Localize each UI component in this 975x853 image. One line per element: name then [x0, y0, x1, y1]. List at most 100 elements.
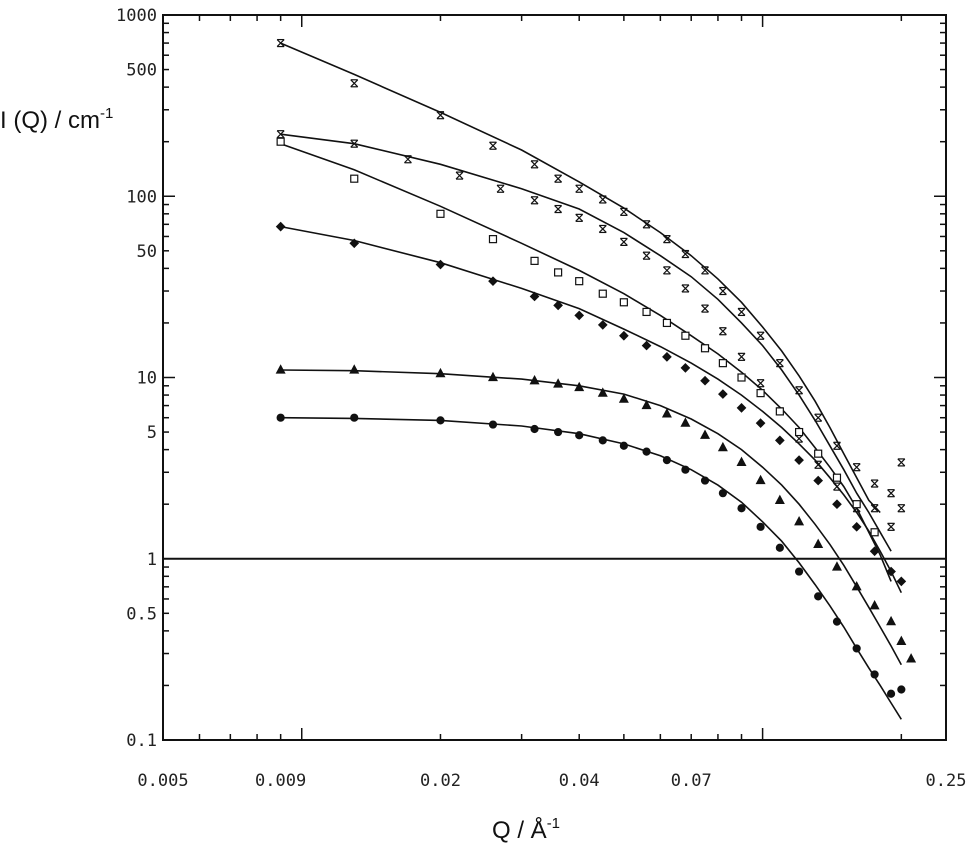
axis-ticks — [162, 15, 946, 741]
data-point-s2 — [530, 196, 539, 205]
data-point-s1 — [737, 307, 746, 317]
data-point-s4 — [435, 259, 446, 270]
data-point-s5 — [755, 474, 766, 485]
data-point-s5 — [435, 367, 446, 378]
data-point-s5 — [700, 429, 711, 439]
data-point-s6 — [619, 441, 628, 450]
data-point-s6 — [436, 416, 445, 425]
data-point-s4 — [886, 566, 896, 577]
data-point-s5 — [831, 561, 842, 571]
y-tick-label: 1 — [147, 550, 157, 570]
data-point-s6 — [775, 543, 784, 552]
data-point-s4 — [832, 499, 842, 510]
data-point-s2 — [870, 504, 879, 513]
data-point-s3 — [794, 427, 804, 437]
data-point-s6 — [794, 567, 804, 576]
data-point-s3 — [619, 298, 628, 307]
data-point-s5 — [851, 581, 862, 591]
data-point-s6 — [886, 689, 896, 698]
data-point-s1 — [598, 195, 607, 204]
fit-line-2 — [280, 133, 892, 552]
data-point-s1 — [870, 479, 879, 488]
data-point-s2 — [619, 237, 628, 246]
data-point-s5 — [641, 399, 652, 410]
data-point-s4 — [775, 435, 785, 446]
data-point-s2 — [718, 327, 727, 336]
fit-line-1 — [280, 42, 881, 514]
data-point-s4 — [851, 521, 862, 532]
fit-line-5 — [280, 369, 903, 666]
data-point-s4 — [718, 389, 728, 399]
data-point-s1 — [575, 184, 584, 193]
data-point-s5 — [487, 371, 498, 382]
data-point-s3 — [737, 373, 746, 382]
data-point-s5 — [618, 393, 629, 403]
data-point-s3 — [718, 359, 727, 368]
data-point-s1 — [814, 413, 823, 422]
data-point-s6 — [832, 617, 842, 626]
data-point-s2 — [795, 434, 804, 443]
data-point-s2 — [575, 213, 584, 222]
y-tick-label: 5 — [147, 423, 157, 443]
data-point-s5 — [774, 494, 785, 504]
data-point-s3 — [775, 407, 784, 416]
data-point-s2 — [887, 522, 895, 531]
data-point-s2 — [737, 352, 746, 361]
data-point-s6 — [575, 431, 584, 440]
y-tick-label: 0.1 — [126, 731, 157, 751]
data-point-s6 — [276, 413, 285, 422]
data-point-s5 — [553, 378, 564, 388]
data-point-s2 — [662, 266, 671, 275]
data-point-s6 — [897, 685, 906, 694]
data-point-s5 — [869, 600, 880, 610]
data-point-s1 — [530, 160, 539, 169]
data-point-s3 — [642, 307, 651, 317]
data-point-s3 — [488, 235, 498, 244]
data-point-s4 — [755, 418, 766, 428]
y-tick-label: 50 — [137, 242, 157, 262]
data-point-s2 — [350, 139, 359, 148]
data-point-s6 — [662, 456, 672, 465]
data-point-s5 — [794, 515, 805, 526]
data-point-s4 — [488, 276, 498, 287]
data-point-s1 — [756, 331, 765, 340]
data-point-s3 — [756, 389, 765, 398]
y-axis-title: I (Q) / cm-1 — [0, 105, 113, 134]
data-point-s2 — [756, 379, 765, 388]
data-point-s3 — [681, 331, 690, 340]
data-point-s4 — [662, 351, 672, 362]
x-tick-label: 0.25 — [926, 771, 967, 791]
data-point-s2 — [833, 482, 841, 491]
plot-frame — [162, 14, 947, 741]
data-point-s1 — [897, 458, 906, 467]
data-point-s4 — [680, 363, 691, 373]
data-point-s2 — [455, 171, 464, 180]
data-point-s1 — [642, 220, 651, 229]
data-point-s3 — [814, 449, 823, 458]
y-tick-label: 500 — [126, 61, 157, 81]
data-point-s5 — [597, 387, 608, 397]
data-point-s1 — [852, 463, 861, 472]
data-point-s1 — [718, 286, 727, 296]
fit-line-6 — [280, 416, 902, 720]
data-point-s3 — [700, 344, 710, 353]
x-tick-label: 0.02 — [420, 771, 461, 791]
data-point-s4 — [869, 546, 880, 557]
data-point-s3 — [852, 500, 861, 509]
data-point-s3 — [870, 528, 879, 537]
data-point-s4 — [529, 291, 540, 302]
data-point-s5 — [886, 615, 897, 626]
data-point-s5 — [736, 456, 747, 467]
data-point-s3 — [662, 318, 672, 328]
data-point-s2 — [701, 304, 709, 313]
data-point-s2 — [642, 251, 651, 260]
data-point-s1 — [833, 441, 841, 450]
data-point-s1 — [436, 111, 445, 120]
data-point-s5 — [813, 538, 824, 548]
data-point-s6 — [530, 424, 539, 434]
data-point-s2 — [404, 155, 412, 164]
data-point-s4 — [619, 330, 629, 341]
data-point-s6 — [756, 522, 765, 531]
data-point-s6 — [681, 465, 690, 474]
data-point-s4 — [700, 375, 710, 386]
